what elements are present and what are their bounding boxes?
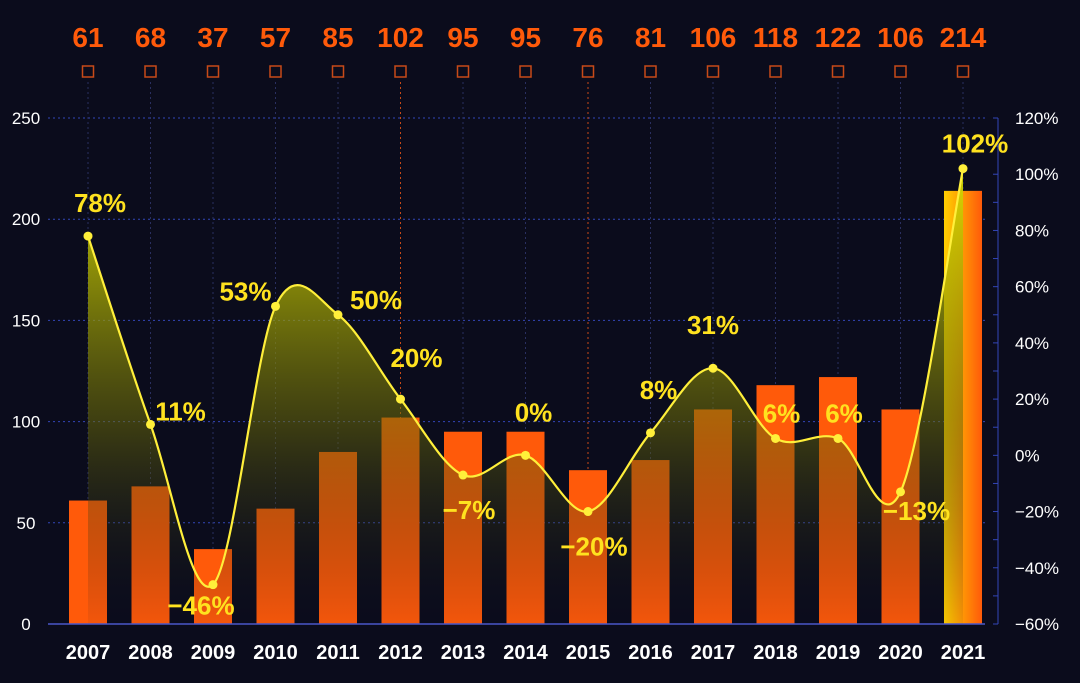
growth-point-2014 (521, 450, 530, 460)
pct-label-2019: 6% (825, 398, 863, 428)
top-marker-square (894, 65, 907, 78)
top-marker-square (769, 65, 782, 78)
top-value-label-2009: 37 (197, 22, 228, 53)
right-tick-label: −20% (1015, 503, 1059, 522)
top-value-label-2007: 61 (72, 22, 103, 53)
top-marker-square (144, 65, 157, 78)
x-tick-label-2009: 2009 (191, 642, 236, 664)
growth-point-2013 (458, 470, 468, 480)
pct-label-2009: −46% (167, 591, 234, 621)
pct-label-2016: 8% (640, 375, 678, 405)
value-labels: 61 68 37 57 85 102 95 95 76 81 106 118 122 106 214 78% 1… (72, 22, 1008, 621)
left-tick-label: 200 (12, 210, 40, 229)
top-marker-square (706, 65, 720, 78)
top-value-label-2012: 102 (377, 22, 424, 53)
pct-label-2021: 102% (942, 129, 1009, 159)
growth-point-2020 (896, 487, 905, 497)
growth-point-2016 (646, 428, 655, 438)
left-tick-label: 150 (12, 311, 40, 330)
x-tick-label-2010: 2010 (253, 642, 298, 664)
top-marker-square (644, 65, 657, 78)
top-marker-square (831, 65, 845, 78)
pct-label-2013: −7% (443, 495, 496, 525)
growth-line-layer (83, 164, 968, 590)
x-tick-label-2017: 2017 (691, 642, 736, 664)
left-tick-label: 50 (17, 514, 36, 533)
x-tick-label-2018: 2018 (753, 642, 798, 664)
x-tick-label-2015: 2015 (566, 642, 611, 664)
growth-point-2008 (146, 419, 155, 429)
top-value-label-2016: 81 (635, 22, 666, 53)
top-marker-square (81, 65, 95, 78)
right-tick-label: 100% (1015, 165, 1058, 184)
pct-label-2017: 31% (687, 310, 739, 340)
pct-label-2010: 53% (219, 276, 271, 306)
right-tick-label: 20% (1015, 390, 1049, 409)
x-tick-label-2013: 2013 (441, 642, 486, 664)
pct-label-2014: 0% (515, 397, 553, 427)
growth-area (88, 168, 963, 624)
top-marker-square (519, 65, 532, 78)
growth-point-2019 (833, 433, 843, 443)
top-marker-square (581, 65, 595, 78)
top-value-label-2010: 57 (260, 22, 291, 53)
x-tick-label-2011: 2011 (316, 642, 359, 664)
x-tick-label-2016: 2016 (628, 642, 673, 664)
right-tick-label: 80% (1015, 221, 1049, 240)
right-tick-label: 0% (1015, 446, 1040, 465)
top-marker-square (394, 65, 407, 78)
right-tick-label: −60% (1015, 615, 1059, 634)
pct-label-2020: −13% (883, 496, 950, 526)
right-tick-label: 40% (1015, 334, 1049, 353)
left-tick-label: 250 (12, 109, 40, 128)
left-tick-label: 0 (21, 615, 30, 634)
axes: 0 50 100 150 200 250 −60% −40% −20% 0% 20% 40% 60% 80… (12, 109, 1059, 664)
top-value-label-2020: 106 (877, 22, 924, 53)
growth-point-2015 (583, 507, 593, 517)
pct-label-2012: 20% (390, 343, 442, 373)
left-tick-label: 100 (12, 413, 40, 432)
growth-point-2007 (83, 231, 93, 241)
x-tick-label-2012: 2012 (378, 642, 423, 664)
top-marker-square (206, 65, 220, 78)
top-value-label-2018: 118 (753, 22, 798, 53)
top-marker-square (269, 65, 282, 78)
growth-point-2017 (708, 363, 718, 373)
growth-point-2012 (396, 394, 405, 404)
top-value-label-2015: 76 (572, 22, 603, 53)
top-value-label-2021: 214 (940, 22, 987, 53)
pct-label-2011: 50% (350, 285, 402, 315)
pct-label-2007: 78% (74, 188, 126, 218)
x-tick-label-2014: 2014 (503, 642, 548, 664)
top-value-label-2014: 95 (510, 22, 541, 53)
right-tick-label: 120% (1015, 109, 1058, 128)
pct-label-2008: 11% (155, 396, 206, 426)
x-tick-label-2021: 2021 (941, 642, 986, 664)
x-tick-label-2008: 2008 (128, 642, 173, 664)
top-marker-square (456, 65, 470, 78)
top-value-label-2019: 122 (815, 22, 862, 53)
x-tick-label-2019: 2019 (816, 642, 861, 664)
growth-point-2021 (958, 164, 968, 174)
top-value-label-2008: 68 (135, 22, 166, 53)
pct-label-2015: −20% (560, 532, 627, 562)
growth-point-2018 (771, 433, 780, 443)
top-value-label-2013: 95 (447, 22, 478, 53)
top-marker-square (331, 65, 345, 78)
pct-label-2018: 6% (763, 398, 801, 428)
top-marker-square (956, 65, 970, 78)
growth-point-2011 (333, 310, 343, 320)
top-value-label-2017: 106 (690, 22, 737, 53)
right-tick-label: 60% (1015, 278, 1049, 297)
x-tick-label-2020: 2020 (878, 642, 923, 664)
growth-area-fill (88, 168, 963, 624)
right-tick-label: −40% (1015, 559, 1059, 578)
x-tick-label-2007: 2007 (66, 642, 111, 664)
growth-point-2010 (271, 301, 280, 311)
growth-point-2009 (208, 580, 218, 590)
top-value-label-2011: 85 (322, 22, 353, 53)
